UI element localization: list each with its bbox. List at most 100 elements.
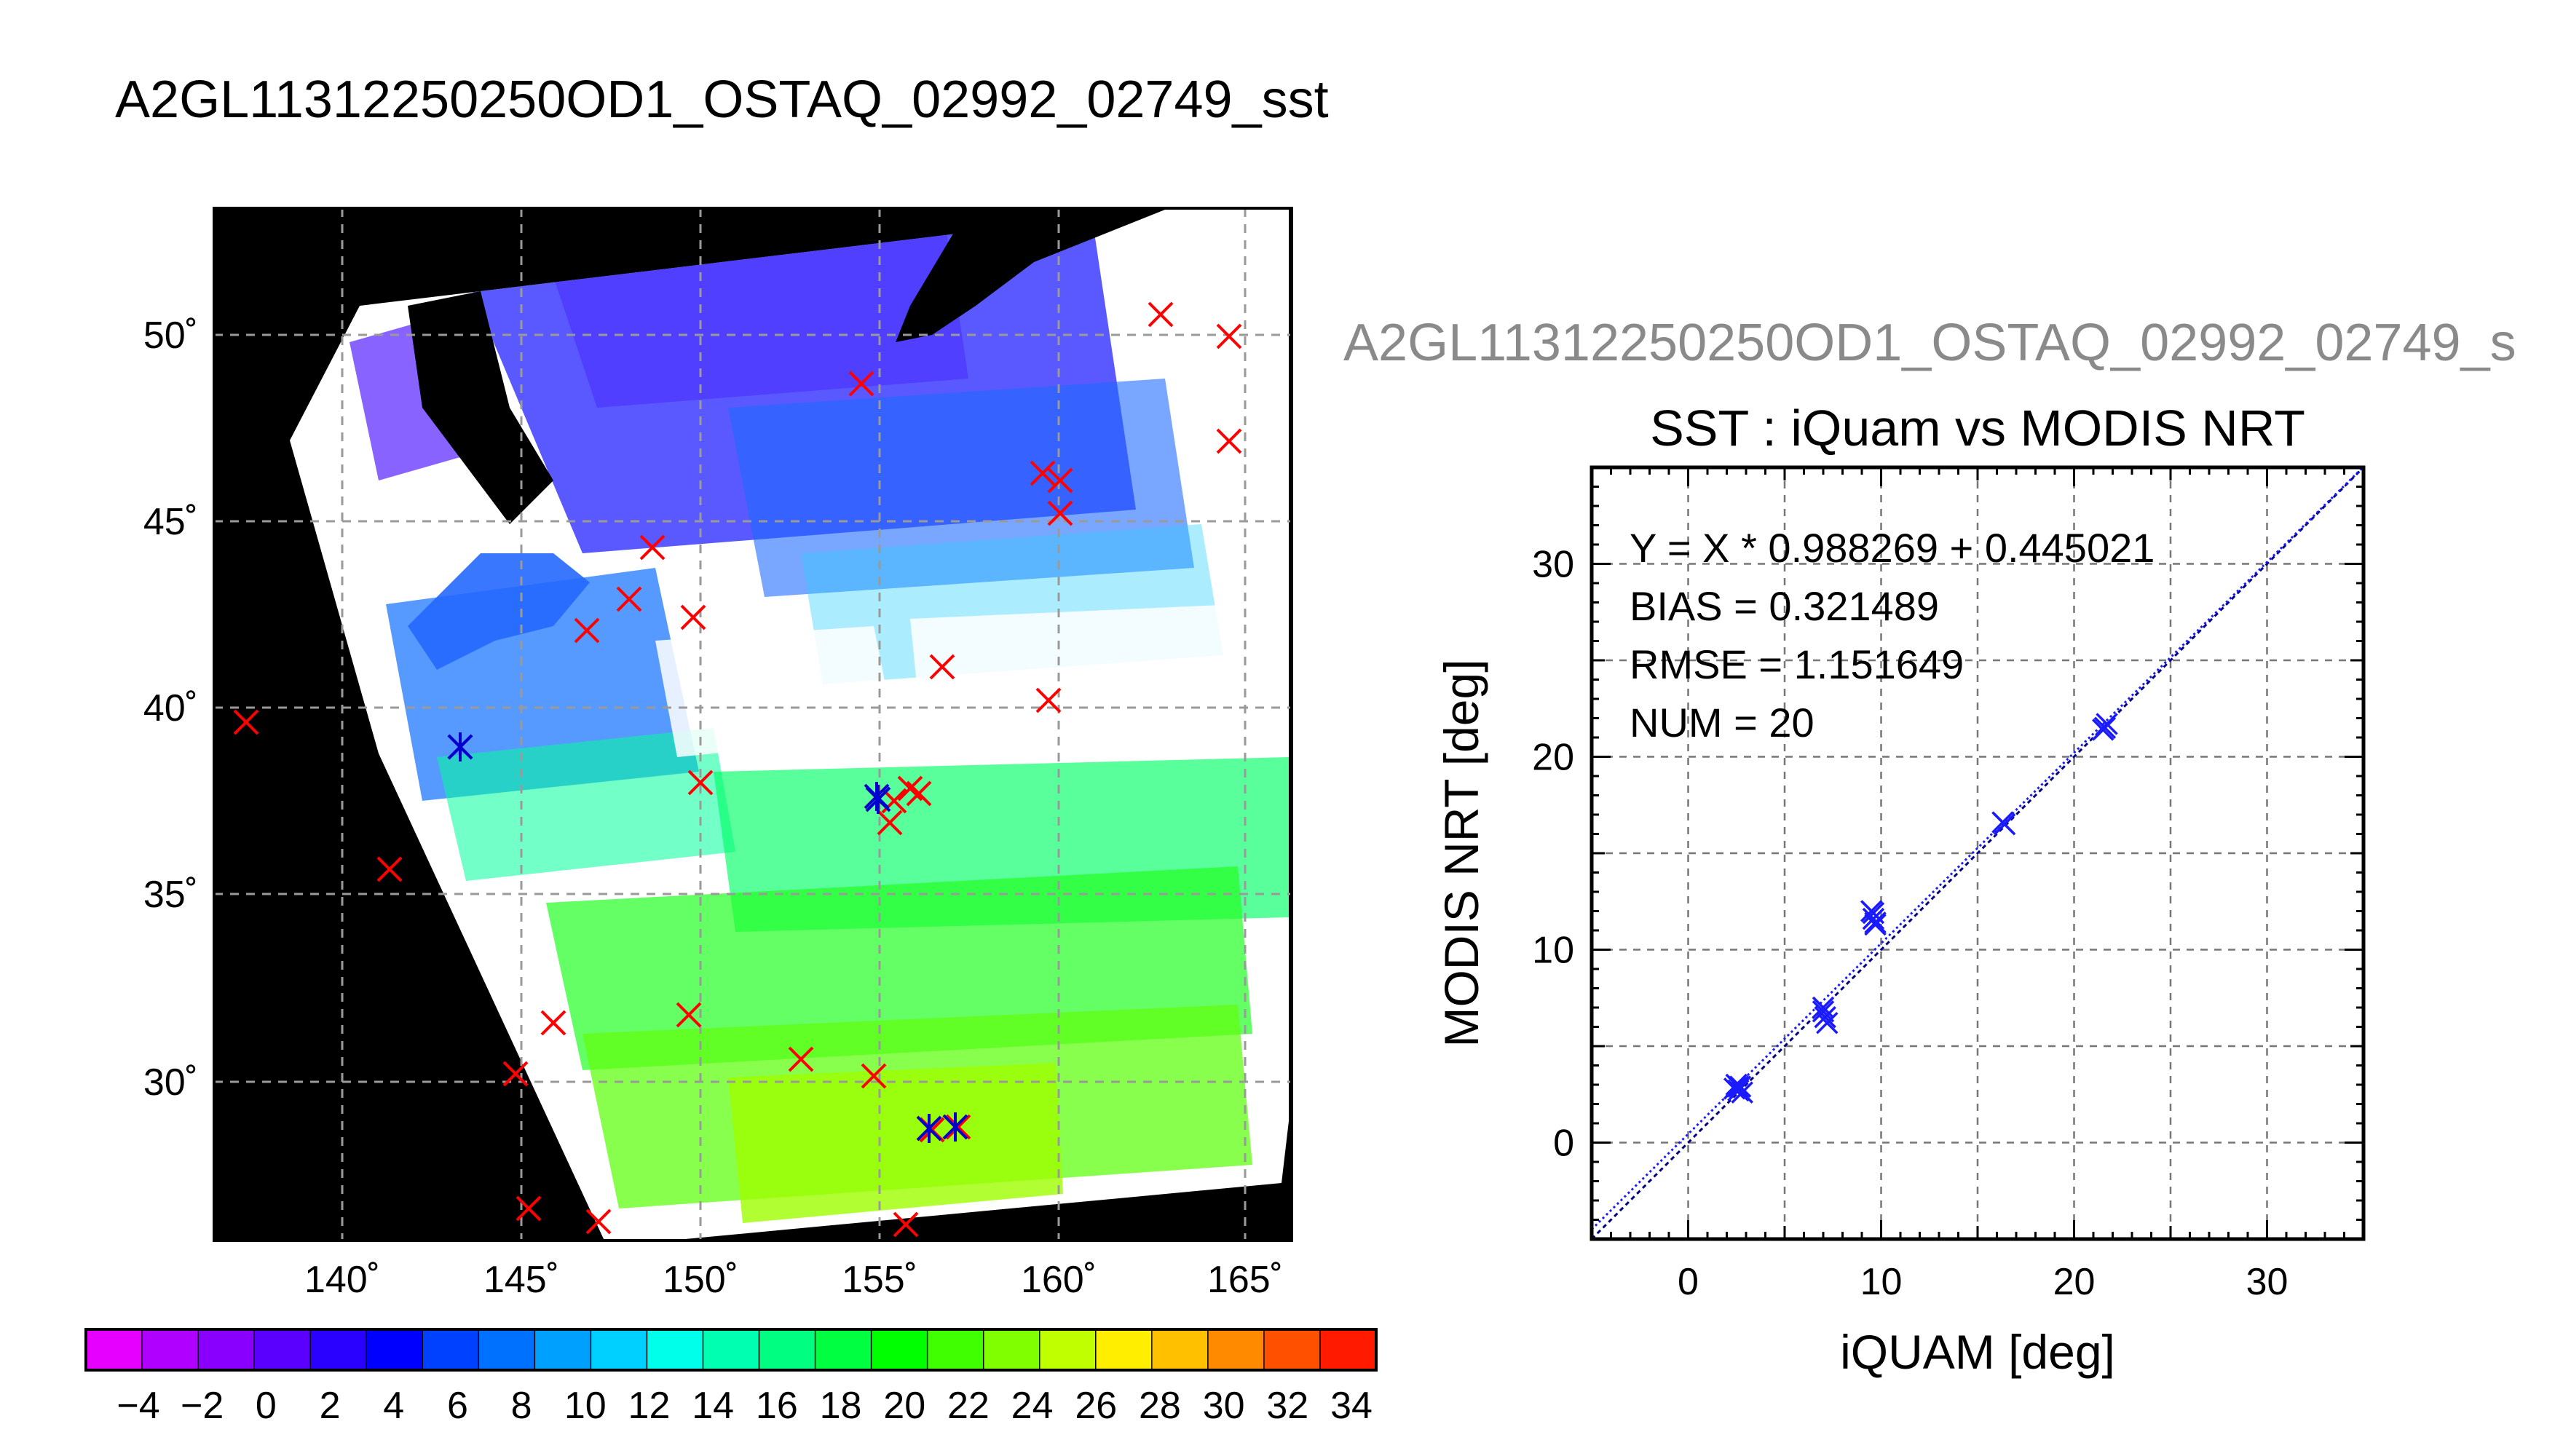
lon-label: 155˚ (842, 1259, 917, 1301)
colorbar-tick-label: 0 (256, 1385, 277, 1427)
colorbar-frame (84, 1328, 1378, 1372)
iquam-marker (1030, 460, 1056, 486)
scatter-point (1727, 1075, 1750, 1098)
colorbar-tick-label: 16 (756, 1385, 798, 1427)
iquam-marker (376, 856, 403, 882)
colorbar-tick-label: 8 (511, 1385, 532, 1427)
colorbar-swatches (85, 1329, 1378, 1371)
matched-marker (864, 782, 890, 811)
map-grid (214, 208, 1292, 1241)
colorbar-tick-label: 2 (320, 1385, 341, 1427)
scatter-point (1862, 907, 1885, 930)
iquam-marker (574, 617, 600, 644)
scatter-title: SST : iQuam vs MODIS NRT (1650, 400, 2305, 456)
iquam-marker (585, 1208, 612, 1235)
iquam-marker (848, 371, 874, 397)
colorbar-tick-label: 22 (947, 1385, 990, 1427)
x-tick-label: 20 (2053, 1261, 2096, 1303)
lon-label: 145˚ (483, 1259, 559, 1301)
colorbar-swatch (646, 1329, 704, 1371)
iquam-marker (1047, 500, 1073, 526)
coastal-band (408, 553, 590, 670)
colorbar-tick-label: 12 (628, 1385, 671, 1427)
y-tick-label: 10 (1532, 930, 1574, 972)
iquam-marker (861, 1063, 887, 1089)
colorbar-tick-label: 34 (1330, 1385, 1373, 1427)
land-sakhalin (408, 291, 553, 524)
lon-label: 140˚ (304, 1259, 380, 1301)
identity-line (1590, 466, 2365, 1241)
matched-marker (916, 1114, 942, 1143)
lon-label: 160˚ (1021, 1259, 1097, 1301)
colorbar-swatch (590, 1329, 648, 1371)
colorbar-swatch (197, 1329, 256, 1371)
iquam-marker (1216, 323, 1242, 349)
iquam-marker (1216, 428, 1242, 454)
figure-title: A2GL11312250250OD1_OSTAQ_02992_02749_sst (115, 71, 1329, 129)
colorbar-tick-label: −2 (181, 1385, 224, 1427)
scatter-point (1729, 1075, 1752, 1098)
scatter-point (1723, 1077, 1746, 1100)
lat-label: 50˚ (143, 314, 198, 357)
scatter-point (2092, 719, 2114, 741)
iquam-marker (1035, 687, 1062, 713)
colorbar-swatch (534, 1329, 592, 1371)
colorbar-tick-label: 6 (447, 1385, 468, 1427)
y-tick-label: 0 (1553, 1123, 1574, 1165)
iquam-marker (616, 586, 642, 612)
scatter-point (1993, 813, 2016, 836)
y-tick-label: 20 (1532, 737, 1574, 779)
iquam-marker (502, 1061, 529, 1087)
iquam-marker (788, 1046, 814, 1072)
colorbar-tick-label: −4 (117, 1385, 159, 1427)
sst-field (350, 218, 1289, 1223)
colorbar-swatch (309, 1329, 368, 1371)
iquam-marker (929, 654, 955, 680)
scatter-point (1727, 1079, 1750, 1102)
lat-label: 45˚ (143, 501, 198, 543)
iquam-marker (676, 1002, 702, 1028)
iquam-marker (893, 1211, 919, 1238)
iquam-marker (1047, 467, 1073, 494)
colorbar-swatch (814, 1329, 872, 1371)
scatter-point (1814, 1006, 1836, 1029)
iquam-marker (516, 1195, 542, 1222)
colorbar-swatch (926, 1329, 984, 1371)
colorbar-tick-label: 14 (692, 1385, 734, 1427)
colorbar-swatch (1038, 1329, 1097, 1371)
colorbar-tick-label: 28 (1139, 1385, 1181, 1427)
rmse-value: RMSE = 1.151649 (1630, 641, 1964, 687)
colorbar-tick-label: 30 (1203, 1385, 1245, 1427)
colorbar-swatch (422, 1329, 480, 1371)
colorbar-tick-label: 10 (564, 1385, 607, 1427)
colorbar-labels: −4 −2 0 2 4 6 8 10 12 14 16 18 20 22 24 26 28 30 32 34 (117, 1385, 1373, 1427)
lat-label: 30˚ (143, 1061, 198, 1104)
sst-map: 140˚ 145˚ 150˚ 155˚ 160˚ 165˚ 50˚ 45˚ 40… (143, 207, 1293, 1301)
colorbar-swatch (1151, 1329, 1209, 1371)
y-axis-label: MODIS NRT [deg] (1434, 659, 1488, 1047)
colorbar-swatch (366, 1329, 424, 1371)
colorbar-swatch (702, 1329, 760, 1371)
scatter-figure-title: A2GL11312250250OD1_OSTAQ_02992_02749_s (1343, 314, 2516, 372)
colorbar-tick-label: 24 (1011, 1385, 1054, 1427)
x-tick-label: 30 (2246, 1261, 2289, 1303)
colorbar-swatch (1095, 1329, 1153, 1371)
scatter-point (1812, 1000, 1835, 1023)
colorbar-tick-label: 4 (383, 1385, 404, 1427)
iquam-marker (540, 1010, 566, 1036)
colorbar: −4 −2 0 2 4 6 8 10 12 14 16 18 20 22 24 26 28 30 32 34 (84, 1328, 1378, 1427)
colorbar-swatch (478, 1329, 536, 1371)
colorbar-tick-label: 20 (883, 1385, 925, 1427)
fit-line (1590, 466, 2365, 1230)
num-value: NUM = 20 (1630, 700, 1814, 745)
fit-equation: Y = X * 0.988269 + 0.445021 (1630, 525, 2155, 571)
colorbar-tick-label: 18 (820, 1385, 862, 1427)
iquam-marker (906, 780, 932, 807)
iquam-marker (680, 604, 706, 630)
scatter-point (1862, 901, 1885, 925)
colorbar-tick-label: 26 (1075, 1385, 1117, 1427)
colorbar-swatch (253, 1329, 312, 1371)
land-west (214, 208, 350, 408)
iquam-marker (687, 769, 714, 796)
